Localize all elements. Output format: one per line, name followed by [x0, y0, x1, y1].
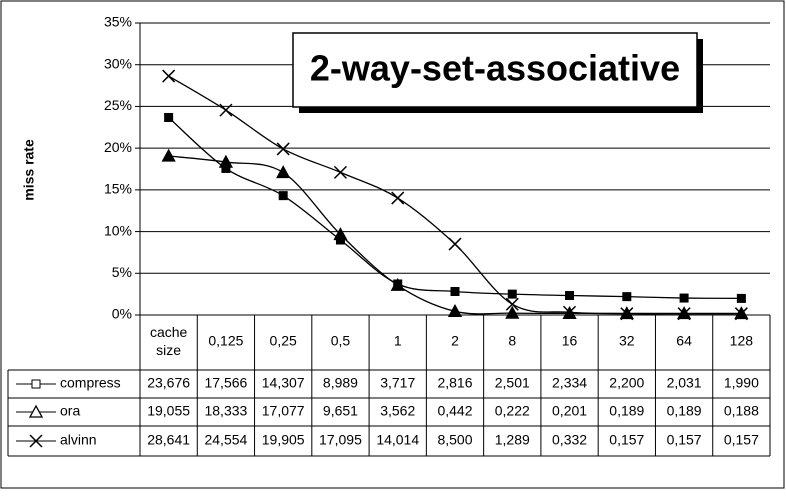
data-point [565, 291, 575, 301]
data-point [620, 307, 634, 321]
table-value: 17,566 [204, 375, 247, 391]
table-value: 2,501 [495, 375, 530, 391]
data-point [218, 154, 234, 168]
legend-marker [29, 434, 43, 448]
data-point [390, 277, 405, 291]
y-tick-label: 15% [104, 181, 132, 197]
table-value: 1,990 [724, 375, 759, 391]
table-value: 23,676 [147, 375, 190, 391]
data-point [391, 191, 405, 205]
table-value: 0,201 [552, 403, 587, 419]
plot-area: 0% 5% 10% 15% 20% 25% 30% 35% cache size 0,125 0,25… [7, 14, 771, 457]
x-tick-label: 8 [508, 333, 516, 349]
x-tick-label: 2 [451, 333, 459, 349]
table-value: 19,905 [262, 432, 305, 448]
data-point [622, 292, 632, 302]
x-tick-label: 32 [619, 333, 635, 349]
y-tick-label: 25% [104, 97, 132, 113]
data-point [276, 165, 291, 179]
table-value: 0,222 [495, 403, 530, 419]
data-point [734, 307, 748, 321]
table-value: 9,651 [323, 403, 358, 419]
data-point [448, 237, 462, 251]
x-tick-label: cache size [150, 324, 188, 358]
y-tick-label: 0% [112, 306, 132, 322]
y-tick-label: 30% [104, 55, 132, 71]
y-tick-label: 10% [104, 222, 132, 238]
table-value: 2,200 [609, 375, 644, 391]
data-point [450, 287, 460, 297]
table-value: 17,077 [262, 403, 305, 419]
series-line [168, 116, 742, 300]
table-value: 0,157 [724, 432, 759, 448]
x-tick-label: 0,125 [208, 333, 243, 349]
table-value: 0,157 [667, 432, 702, 448]
table-value: 24,554 [204, 432, 247, 448]
legend-label: alvinn [60, 432, 97, 448]
table-value: 14,307 [262, 375, 305, 391]
data-point [505, 297, 519, 311]
table-value: 0,189 [609, 403, 644, 419]
table-value: 2,334 [552, 375, 587, 391]
table-value: 8,500 [437, 432, 472, 448]
data-point [447, 303, 463, 317]
data-point [276, 142, 290, 156]
table-value: 28,641 [147, 432, 190, 448]
table-value: 1,289 [495, 432, 530, 448]
legend-label: ora [60, 403, 80, 419]
y-tick-label: 20% [104, 139, 132, 155]
table-value: 0,332 [552, 432, 587, 448]
x-tick-label: 64 [676, 333, 692, 349]
data-point [219, 103, 233, 117]
x-tick-label: 16 [562, 333, 578, 349]
table-value: 0,189 [667, 403, 702, 419]
data-point [164, 112, 174, 122]
title-box [292, 32, 698, 108]
data-point [161, 148, 176, 162]
data-point [278, 191, 288, 201]
legend-marker [28, 404, 44, 418]
table-value: 2,816 [437, 375, 472, 391]
chart-title: 2-way-set-associative [310, 48, 680, 89]
table-value: 17,095 [319, 432, 362, 448]
table-value: 8,989 [323, 375, 358, 391]
x-tick-label: 128 [730, 333, 754, 349]
y-tick-label: 5% [112, 264, 132, 280]
data-point [505, 305, 520, 319]
data-point [563, 305, 577, 319]
legend-label: compress [60, 375, 121, 391]
table-value: 18,333 [204, 403, 247, 419]
table-value: 14,014 [376, 432, 419, 448]
table-value: 19,055 [147, 403, 190, 419]
data-point [507, 289, 517, 299]
x-tick-label: 0,5 [331, 333, 351, 349]
data-point [679, 293, 689, 303]
legend-marker [31, 379, 41, 389]
table-value: 2,031 [667, 375, 702, 391]
data-point [677, 307, 691, 321]
table-value: 0,188 [724, 403, 759, 419]
data-point [333, 165, 347, 179]
data-point [736, 293, 746, 303]
x-tick-label: 1 [394, 333, 402, 349]
x-tick-label: 0,25 [270, 333, 297, 349]
y-tick-label: 35% [104, 14, 132, 30]
y-axis-label: miss rate [21, 139, 37, 201]
table-value: 0,442 [437, 403, 472, 419]
data-point [162, 69, 176, 83]
table-value: 3,562 [380, 403, 415, 419]
table-value: 0,157 [609, 432, 644, 448]
table-value: 3,717 [380, 375, 415, 391]
data-point [333, 227, 348, 241]
